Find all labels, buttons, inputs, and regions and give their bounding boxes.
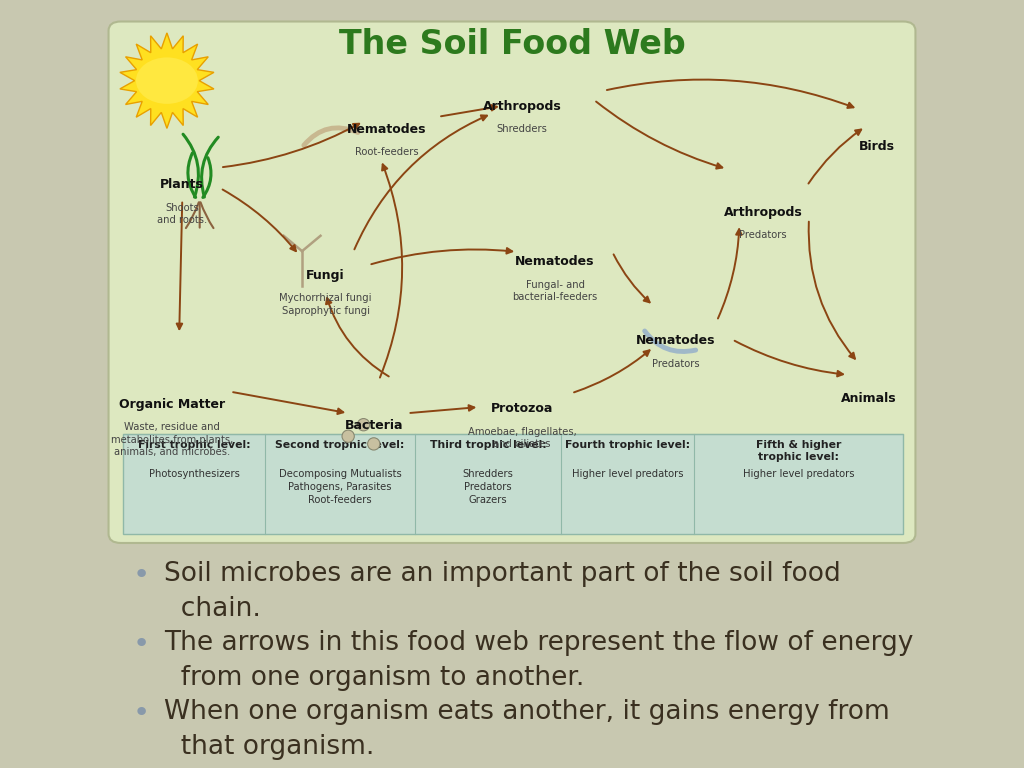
Text: Nematodes: Nematodes [636,334,716,347]
Ellipse shape [342,430,354,442]
Text: Animals: Animals [841,392,896,405]
Text: Decomposing Mutualists
Pathogens, Parasites
Root-feeders: Decomposing Mutualists Pathogens, Parasi… [279,469,401,505]
Text: Shoots
and roots.: Shoots and roots. [157,203,208,225]
Text: Soil microbes are an important part of the soil food
  chain.: Soil microbes are an important part of t… [164,561,841,621]
Text: Arthropods: Arthropods [483,100,561,113]
FancyBboxPatch shape [123,434,903,534]
Ellipse shape [357,419,370,431]
Text: Predators: Predators [739,230,786,240]
Text: Birds: Birds [858,140,895,153]
Text: Organic Matter: Organic Matter [119,398,225,411]
Text: Nematodes: Nematodes [515,255,595,268]
Text: Waste, residue and
metabolites from plants,
animals, and microbes.: Waste, residue and metabolites from plan… [111,422,233,457]
Text: Predators: Predators [652,359,699,369]
Text: Higher level predators: Higher level predators [572,469,683,479]
Text: Arthropods: Arthropods [724,206,802,219]
Text: Nematodes: Nematodes [347,123,427,136]
FancyBboxPatch shape [109,22,915,543]
Text: Root-feeders: Root-feeders [355,147,419,157]
Text: Higher level predators: Higher level predators [743,469,854,479]
Circle shape [136,58,198,104]
Text: First trophic level:: First trophic level: [138,440,250,450]
Ellipse shape [368,438,380,450]
Text: Second trophic level:: Second trophic level: [275,440,404,450]
Text: Photosynthesizers: Photosynthesizers [148,469,240,479]
Text: Mychorrhizal fungi
Saprophytic fungi: Mychorrhizal fungi Saprophytic fungi [280,293,372,316]
Text: Fungal- and
bacterial-feeders: Fungal- and bacterial-feeders [512,280,598,302]
Text: The Soil Food Web: The Soil Food Web [339,28,685,61]
Text: Fourth trophic level:: Fourth trophic level: [565,440,690,450]
Text: The arrows in this food web represent the flow of energy
  from one organism to : The arrows in this food web represent th… [164,630,913,690]
Text: •: • [133,630,150,657]
Text: Fifth & higher
trophic level:: Fifth & higher trophic level: [756,440,842,462]
Text: Shredders: Shredders [497,124,548,134]
Text: Bacteria: Bacteria [344,419,403,432]
Text: Shredders
Predators
Grazers: Shredders Predators Grazers [463,469,513,505]
Text: When one organism eats another, it gains energy from
  that organism.: When one organism eats another, it gains… [164,699,890,760]
Text: •: • [133,699,150,727]
Text: Protozoa: Protozoa [492,402,553,415]
Polygon shape [120,33,214,128]
Text: •: • [133,561,150,588]
Text: Fungi: Fungi [306,269,345,282]
Text: Plants: Plants [161,178,204,191]
Text: Amoebae, flagellates,
and ciliates: Amoebae, flagellates, and ciliates [468,427,577,449]
Text: Third trophic level:: Third trophic level: [429,440,547,450]
